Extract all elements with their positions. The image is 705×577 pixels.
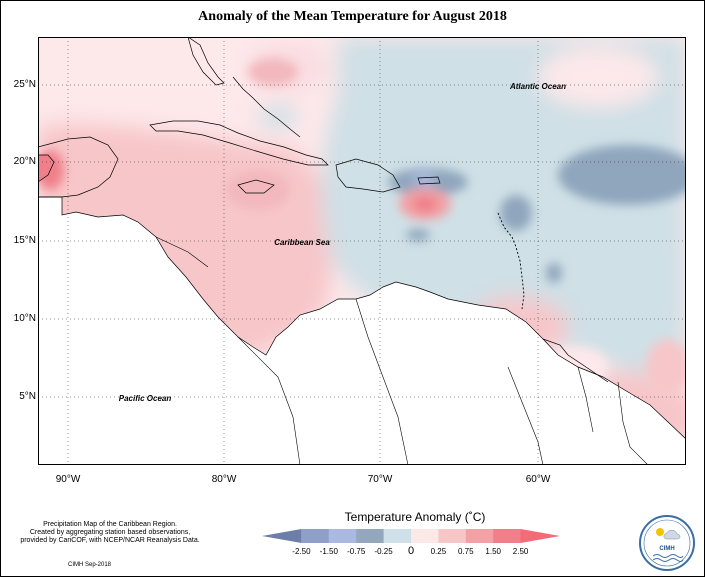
- legend-tick-label: 2.50: [513, 547, 529, 556]
- legend-swatch: [465, 529, 494, 543]
- jamaica-land: [237, 179, 275, 194]
- legend-tick-label: -2.50: [292, 547, 311, 556]
- cimh-logo: CIMH: [639, 515, 695, 571]
- cool-spot-pr-core: [412, 173, 436, 185]
- legend-swatch: [356, 529, 385, 543]
- lat-label-20n: 20°N: [13, 156, 36, 167]
- warm-spot-caribbean-core: [413, 196, 437, 212]
- credit-line-3: provided by CariCOF, with NCEP/NCAR Rean…: [20, 537, 200, 544]
- legend-tick-label: -1.50: [320, 547, 339, 556]
- map-border: [38, 37, 686, 465]
- pacific-ocean-label: Pacific Ocean: [119, 394, 172, 403]
- legend-tick-label: 0.75: [458, 547, 474, 556]
- cool-band-atlantic: [558, 145, 686, 205]
- legend-swatch: [411, 529, 439, 543]
- credit-stamp: CIMH Sep-2018: [68, 562, 112, 568]
- lon-label-80w: 80°W: [211, 474, 237, 485]
- waves-icon: [652, 554, 684, 562]
- lat-label-15n: 15°N: [13, 235, 36, 246]
- logo-text: CIMH: [659, 546, 674, 552]
- legend-swatch: [383, 529, 412, 543]
- mexico-land: [38, 154, 55, 183]
- guianas-coast: [542, 338, 609, 383]
- legend-swatch: [520, 529, 560, 543]
- sun-icon: [656, 528, 664, 536]
- cool-spot-small: [406, 229, 430, 241]
- graticule: [38, 37, 686, 465]
- credit-text: Precipitation Map of the Caribbean Regio…: [10, 521, 210, 545]
- lat-label-10n: 10°N: [13, 313, 36, 324]
- anomaly-map: Atlantic Ocean Caribbean Sea Pacific Oce…: [38, 37, 686, 465]
- bahamas-land: [232, 76, 301, 138]
- legend-tick-label: 0.25: [431, 547, 447, 556]
- credit-line-2: Created by aggregating station based obs…: [29, 529, 191, 536]
- lon-label-60w: 60°W: [525, 474, 551, 485]
- legend-swatch: [328, 529, 357, 543]
- lon-label-90w: 90°W: [55, 474, 81, 485]
- legend-tick-label: 0: [408, 545, 414, 557]
- legend-title: Temperature Anomaly (˚C): [344, 510, 486, 524]
- cool-spot-east: [546, 263, 562, 283]
- legend-tick-label: 1.50: [485, 547, 501, 556]
- legend-swatch: [493, 529, 522, 543]
- atlantic-ocean-label: Atlantic Ocean: [509, 82, 566, 91]
- legend-tick-label: -0.75: [347, 547, 366, 556]
- cuba-land: [149, 120, 329, 166]
- map-title: Anomaly of the Mean Temperature for Augu…: [198, 9, 507, 24]
- lat-label-5n: 5°N: [19, 391, 36, 402]
- warm-spot-florida: [248, 58, 298, 86]
- lesser-antilles-land: [497, 212, 525, 310]
- lon-label-70w: 70°W: [367, 474, 393, 485]
- credit-line-1: Precipitation Map of the Caribbean Regio…: [43, 521, 177, 528]
- legend-swatch: [262, 529, 302, 543]
- yucatan-land: [38, 136, 119, 198]
- legend-swatch: [438, 529, 467, 543]
- lat-label-25n: 25°N: [13, 79, 36, 90]
- warm-spot-brazil: [646, 339, 686, 395]
- cloud-icon: [663, 530, 681, 540]
- legend-colorbar: -2.50 -1.50 -0.75 -0.25 0 0.25 0.75 1.50 2.50: [262, 529, 560, 557]
- legend-swatch: [301, 529, 330, 543]
- puerto-rico-land: [417, 176, 441, 185]
- florida-land: [187, 37, 225, 86]
- warm-spot-cuba: [226, 170, 290, 210]
- legend-tick-label: -0.25: [374, 547, 393, 556]
- cool-spot-antilles: [500, 195, 532, 231]
- cool-spot-bahamas: [258, 105, 298, 129]
- warm-spot-ne: [538, 47, 658, 107]
- caribbean-sea-label: Caribbean Sea: [274, 238, 330, 247]
